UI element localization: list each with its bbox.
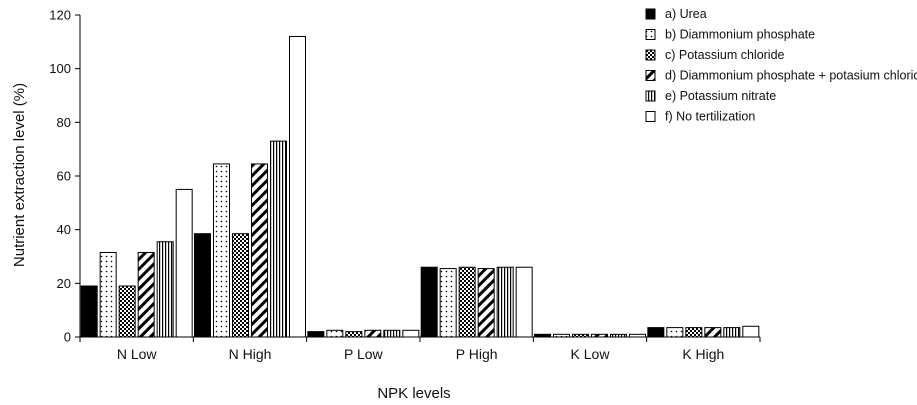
bar: [270, 140, 287, 338]
x-axis-label: NPK levels: [377, 385, 450, 402]
legend-label: d) Diammonium phosphate + potasium chlor…: [665, 69, 917, 83]
y-tick-label: 100: [49, 61, 71, 76]
bar: [477, 268, 495, 338]
x-tick-label: N High: [229, 346, 272, 362]
bar: [704, 327, 722, 338]
y-axis-label: Nutrient extraction level (%): [11, 83, 28, 267]
bar: [534, 333, 551, 338]
x-tick-label: P Low: [344, 346, 384, 362]
legend-label: b) Diammonium phosphate: [665, 28, 815, 42]
bar: [383, 329, 401, 338]
bar: [402, 329, 420, 338]
bar: [553, 333, 570, 338]
bar: [629, 333, 646, 338]
bar: [194, 233, 211, 338]
bar: [742, 325, 760, 338]
legend-swatch: [645, 49, 656, 61]
bar: [137, 251, 155, 338]
legend-swatch: [645, 111, 656, 122]
bar: [289, 35, 306, 338]
bar: [610, 333, 627, 338]
bar: [666, 327, 684, 338]
bar: [591, 333, 608, 338]
legend-label: a) Urea: [665, 7, 707, 21]
bar: [364, 329, 382, 338]
bar: [99, 251, 117, 338]
bar: [685, 327, 703, 338]
bar: [572, 333, 589, 338]
bar: [326, 329, 344, 338]
x-tick-label: P High: [456, 346, 498, 362]
bar: [307, 331, 325, 338]
bar: [420, 266, 438, 338]
bar: [213, 163, 230, 338]
legend-label: c) Potassium chloride: [665, 48, 785, 62]
legend-swatch: [645, 8, 656, 20]
y-tick-label: 80: [57, 115, 71, 130]
legend-swatch: [645, 70, 656, 81]
bar: [515, 266, 533, 338]
legend-label: e) Potassium nitrate: [665, 89, 776, 103]
bar: [80, 285, 98, 338]
bar: [647, 327, 665, 338]
legend-swatch: [645, 29, 656, 40]
bar: [458, 266, 476, 338]
bar: [232, 233, 249, 338]
bar: [156, 241, 174, 338]
y-tick-label: 120: [49, 8, 71, 23]
x-tick-label: N Low: [117, 346, 158, 362]
y-tick-label: 20: [57, 276, 71, 291]
bar: [439, 268, 457, 338]
y-tick-label: 40: [57, 222, 71, 237]
bar: [118, 285, 136, 338]
bar: [723, 327, 741, 338]
legend-label: f) No tertilization: [665, 110, 755, 124]
plot-area: 0 20 40 60 80 100 120 N Low N High P Low P High K L…: [49, 8, 761, 362]
x-tick-label: K Low: [571, 346, 611, 362]
bar: [345, 331, 363, 338]
bar: [175, 188, 193, 338]
legend: a) Urea b) Diammonium phosphate c) Potassi…: [645, 7, 917, 124]
y-tick-label: 60: [57, 169, 71, 184]
bar: [496, 266, 514, 338]
y-tick-label: 0: [64, 330, 71, 345]
x-tick-label: K High: [682, 346, 724, 362]
legend-swatch: [645, 90, 656, 102]
bar: [251, 163, 268, 338]
